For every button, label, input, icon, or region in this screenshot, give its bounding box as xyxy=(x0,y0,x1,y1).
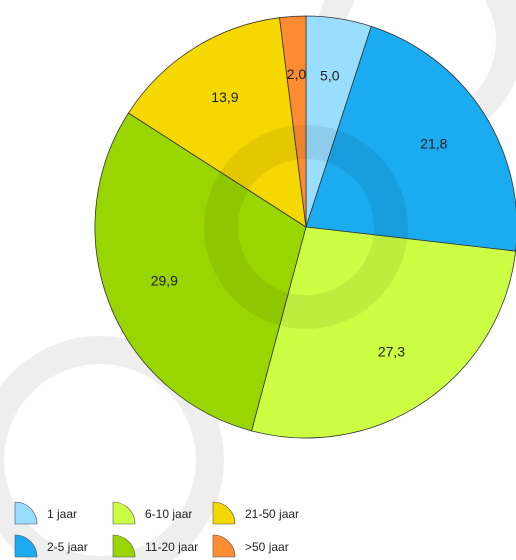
slice xyxy=(305,25,516,252)
legend-label: 11-20 jaar xyxy=(145,540,198,554)
slice xyxy=(94,112,307,432)
legend-swatch xyxy=(112,534,136,558)
legend-label: 2-5 jaar xyxy=(47,540,88,554)
slice-label: 13,9 xyxy=(211,89,238,105)
legend: 1 jaar 2-5 jaar 6-10 jaar 11-20 jaar 21-50 j… xyxy=(14,501,299,558)
legend-swatch xyxy=(14,534,38,558)
slice xyxy=(251,226,516,439)
watermark-ring xyxy=(204,125,408,329)
legend-label: 6-10 jaar xyxy=(145,507,192,521)
slice-label: 2,0 xyxy=(287,66,307,82)
pie xyxy=(94,15,516,439)
slice-label: 27,3 xyxy=(378,343,405,359)
slice-label: 5,0 xyxy=(320,68,340,84)
slice-label: 21,8 xyxy=(420,136,447,152)
legend-swatch xyxy=(212,501,236,525)
legend-label: >50 jaar xyxy=(245,540,289,554)
legend-swatch xyxy=(212,534,236,558)
labels: 5,0 21,8 27,3 29,9 13,9 2,0 xyxy=(151,66,448,359)
legend-label: 21-50 jaar xyxy=(245,507,299,521)
slice xyxy=(127,17,307,228)
legend-label: 1 jaar xyxy=(47,507,77,521)
slice-label: 29,9 xyxy=(151,273,178,289)
legend-swatch xyxy=(112,501,136,525)
slice xyxy=(279,15,307,228)
legend-swatch xyxy=(14,501,38,525)
